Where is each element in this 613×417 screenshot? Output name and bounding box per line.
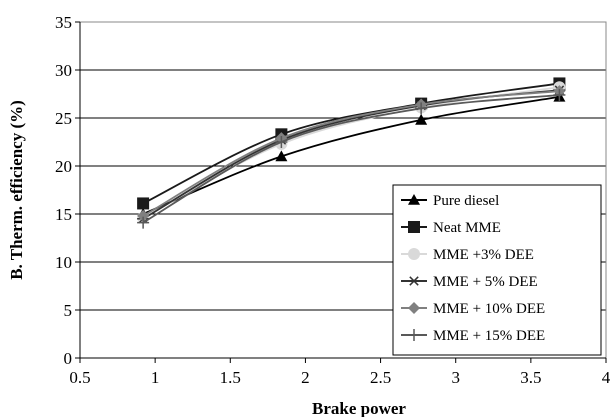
y-tick-label: 20 (55, 157, 72, 176)
data-point (275, 136, 288, 148)
y-tick-label: 25 (55, 109, 72, 128)
legend-label: MME +3% DEE (433, 247, 534, 263)
y-tick-label: 10 (55, 253, 72, 272)
legend-marker (408, 194, 420, 205)
data-point (137, 216, 150, 229)
data-point (137, 197, 150, 210)
legend-item: MME +3% DEE (401, 247, 534, 263)
legend-item: MME + 5% DEE (401, 274, 538, 290)
legend-box (392, 184, 602, 356)
legend-label: Pure diesel (433, 193, 499, 209)
y-tick-label: 15 (55, 205, 72, 224)
x-tick-label: 2 (301, 368, 310, 387)
y-tick-label: 30 (55, 61, 72, 80)
x-tick-label: 1.5 (220, 368, 241, 387)
data-point (553, 88, 566, 101)
legend-item: MME + 10% DEE (401, 301, 545, 317)
legend-item: Pure diesel (401, 193, 499, 209)
axes: 0 5 10 15 20 25 30 35 0.5 1 1.5 2 2.5 3 3.5 4 (55, 13, 611, 387)
legend-label: MME + 10% DEE (433, 301, 545, 317)
series-line (142, 90, 560, 217)
legend-item: MME + 15% DEE (401, 328, 545, 344)
data-point (415, 113, 428, 125)
x-tick-label: 4 (602, 368, 611, 387)
x-tick-label: 3.5 (520, 368, 541, 387)
x-tick-label: 2.5 (370, 368, 391, 387)
series-line (142, 95, 560, 215)
legend: Pure diesel Neat MME MME +3% DEE MME + 5% D… (392, 184, 602, 356)
x-tick-label: 3 (451, 368, 460, 387)
legend-label: MME + 5% DEE (433, 274, 538, 290)
series-6 (137, 88, 566, 229)
legend-marker (408, 221, 420, 233)
series-line (142, 82, 560, 205)
legend-marker (408, 329, 420, 341)
data-point (137, 209, 150, 222)
x-tick-label: 0.5 (69, 368, 90, 387)
x-axis-title: Brake power (312, 399, 406, 417)
legend-item: Neat MME (401, 220, 501, 236)
data-point (275, 150, 288, 162)
data-series (137, 77, 566, 229)
y-axis-title: B. Therm. efficiency (%) (7, 100, 26, 280)
legend-marker (408, 248, 420, 260)
y-tick-label: 35 (55, 13, 72, 32)
legend-label: MME + 15% DEE (433, 328, 545, 344)
data-point (415, 102, 428, 115)
series-line (142, 94, 560, 224)
legend-marker (408, 276, 420, 286)
legend-label: Neat MME (433, 220, 501, 236)
y-tick-label: 0 (64, 349, 73, 368)
x-tick-label: 1 (151, 368, 160, 387)
legend-marker (408, 302, 420, 314)
y-tick-label: 5 (64, 301, 73, 320)
